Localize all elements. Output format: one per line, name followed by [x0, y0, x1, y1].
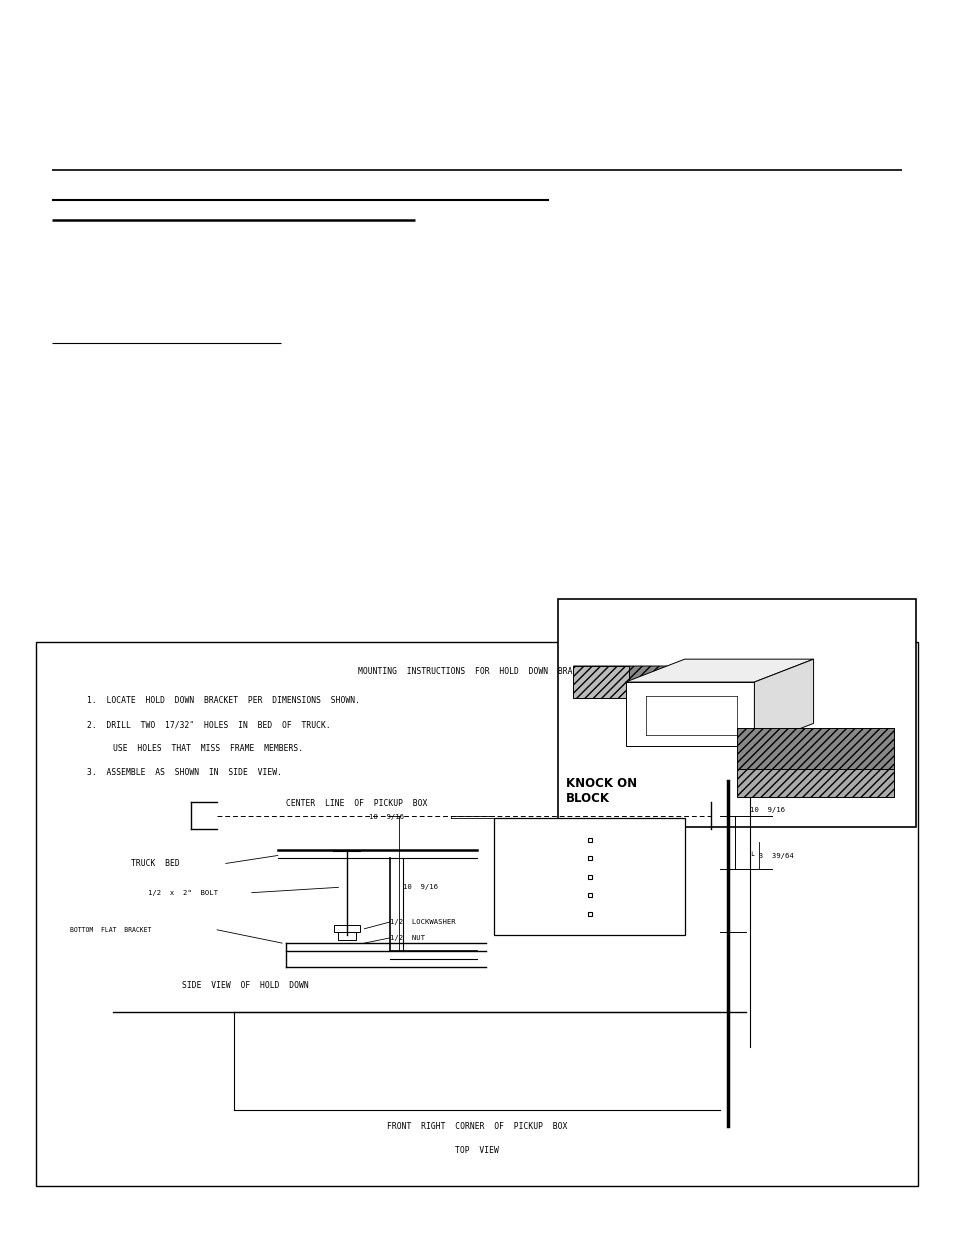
Text: BOTTOM  FLAT  BRACKET: BOTTOM FLAT BRACKET: [70, 926, 152, 932]
Text: USE  HOLES  THAT  MISS  FRAME  MEMBERS.: USE HOLES THAT MISS FRAME MEMBERS.: [113, 743, 303, 753]
Bar: [494, 819, 684, 935]
Polygon shape: [573, 666, 764, 698]
Text: KNOCK ON
BLOCK: KNOCK ON BLOCK: [565, 777, 637, 805]
Polygon shape: [625, 659, 813, 682]
Text: CENTER  LINE  OF  PICKUP  BOX: CENTER LINE OF PICKUP BOX: [286, 799, 427, 808]
Text: 10  9/16: 10 9/16: [749, 806, 784, 813]
Polygon shape: [754, 659, 813, 746]
Text: 1/2  LOCKWASHER: 1/2 LOCKWASHER: [390, 919, 456, 925]
Text: 1/2  NUT: 1/2 NUT: [390, 935, 425, 941]
Polygon shape: [736, 727, 893, 769]
Bar: [558, 599, 915, 827]
Bar: [36, 642, 917, 1186]
Text: MOUNTING  INSTRUCTIONS  FOR  HOLD  DOWN  BRACKET.: MOUNTING INSTRUCTIONS FOR HOLD DOWN BRAC…: [357, 667, 596, 676]
Text: 1.  LOCATE  HOLD  DOWN  BRACKET  PER  DIMENSIONS  SHOWN.: 1. LOCATE HOLD DOWN BRACKET PER DIMENSIO…: [87, 697, 360, 705]
Text: 3.  ASSEMBLE  AS  SHOWN  IN  SIDE  VIEW.: 3. ASSEMBLE AS SHOWN IN SIDE VIEW.: [87, 768, 282, 777]
Text: 1/2  x  2"  BOLT: 1/2 x 2" BOLT: [148, 889, 217, 895]
Text: TOP  VIEW: TOP VIEW: [455, 1146, 498, 1155]
Bar: [338, 932, 355, 941]
Bar: [334, 925, 359, 932]
Polygon shape: [736, 769, 893, 797]
Polygon shape: [573, 666, 628, 698]
Text: └ 3  39/64: └ 3 39/64: [749, 852, 793, 860]
Text: TRUCK  BED: TRUCK BED: [131, 860, 179, 868]
Text: SIDE  VIEW  OF  HOLD  DOWN: SIDE VIEW OF HOLD DOWN: [182, 981, 309, 990]
Polygon shape: [625, 682, 754, 746]
Text: FRONT  RIGHT  CORNER  OF  PICKUP  BOX: FRONT RIGHT CORNER OF PICKUP BOX: [386, 1121, 567, 1131]
Text: 10  9/16: 10 9/16: [403, 884, 438, 890]
Text: 2.  DRILL  TWO  17/32"  HOLES  IN  BED  OF  TRUCK.: 2. DRILL TWO 17/32" HOLES IN BED OF TRUC…: [87, 720, 331, 729]
Text: 10  9/16: 10 9/16: [368, 814, 403, 820]
